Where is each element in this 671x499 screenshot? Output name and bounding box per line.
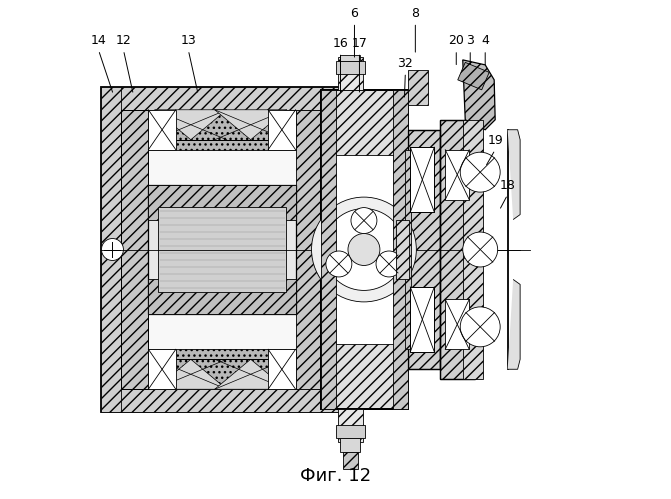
Bar — [321, 90, 408, 409]
Bar — [411, 287, 434, 352]
Circle shape — [326, 251, 352, 277]
Polygon shape — [508, 279, 520, 369]
Bar — [338, 409, 363, 442]
Text: 4: 4 — [481, 34, 489, 47]
Bar — [397, 220, 409, 279]
Circle shape — [101, 239, 123, 260]
Polygon shape — [215, 110, 287, 140]
Bar — [446, 299, 469, 349]
Bar — [321, 90, 408, 409]
Text: 18: 18 — [500, 179, 515, 192]
Bar — [408, 130, 440, 369]
Text: Фиг. 12: Фиг. 12 — [300, 467, 371, 485]
Bar — [268, 349, 296, 389]
Text: 3: 3 — [466, 34, 474, 47]
Text: 13: 13 — [180, 34, 196, 47]
Bar — [411, 287, 434, 352]
Bar — [408, 130, 440, 369]
Bar — [411, 147, 434, 212]
Bar — [268, 110, 296, 150]
Text: 17: 17 — [352, 37, 368, 50]
Bar — [148, 185, 296, 314]
Bar — [336, 425, 366, 438]
Circle shape — [463, 232, 498, 267]
Bar — [393, 90, 408, 409]
Text: 6: 6 — [350, 7, 358, 20]
Bar — [101, 87, 343, 412]
Polygon shape — [155, 110, 227, 140]
Polygon shape — [215, 359, 287, 389]
Polygon shape — [463, 60, 495, 130]
Text: 32: 32 — [397, 57, 413, 70]
Bar — [405, 150, 411, 349]
Bar — [158, 207, 286, 292]
Bar — [148, 349, 176, 389]
Bar — [101, 389, 343, 412]
Bar — [148, 279, 296, 314]
Bar — [121, 110, 148, 389]
Text: 16: 16 — [333, 37, 348, 50]
Circle shape — [323, 209, 405, 290]
Circle shape — [348, 234, 380, 265]
Bar — [463, 120, 482, 379]
Bar — [440, 120, 475, 379]
Bar — [340, 438, 360, 452]
Bar — [340, 55, 360, 61]
Bar — [338, 57, 363, 90]
Circle shape — [376, 251, 402, 277]
Bar — [101, 87, 343, 110]
Text: 14: 14 — [91, 34, 106, 47]
Text: 8: 8 — [411, 7, 419, 20]
Circle shape — [311, 197, 416, 302]
Bar — [343, 452, 358, 469]
Text: 12: 12 — [115, 34, 132, 47]
Circle shape — [351, 208, 377, 234]
Bar — [296, 110, 321, 389]
Bar — [440, 120, 475, 379]
Bar — [148, 349, 296, 389]
Bar — [411, 147, 434, 212]
Bar — [408, 70, 428, 105]
Bar — [446, 150, 469, 200]
Bar — [336, 61, 366, 74]
Bar — [101, 87, 121, 412]
Bar — [148, 110, 296, 150]
Bar — [121, 110, 148, 389]
Bar — [148, 110, 176, 150]
Polygon shape — [508, 130, 520, 220]
Text: 20: 20 — [448, 34, 464, 47]
Circle shape — [460, 152, 500, 192]
Bar — [331, 155, 398, 344]
Bar — [321, 90, 336, 409]
Polygon shape — [155, 359, 227, 389]
Polygon shape — [458, 62, 489, 90]
Circle shape — [460, 307, 500, 347]
Bar — [148, 185, 296, 220]
Text: 19: 19 — [487, 134, 503, 147]
Bar — [121, 110, 321, 389]
